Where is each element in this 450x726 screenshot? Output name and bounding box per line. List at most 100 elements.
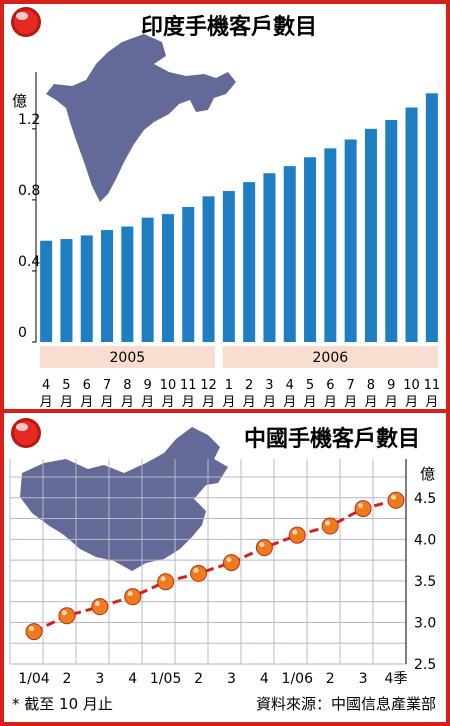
year-label: 2005: [110, 350, 146, 366]
data-point: [255, 539, 273, 557]
china-chart-panel: 中國手機客戶數目 億 2.5 3.0 3.5 4.0 4.5 1/04 2 3 4 1/05 2 3 4…: [4, 413, 446, 722]
grid: [9, 459, 407, 665]
data-point-highlight: [292, 529, 298, 535]
data-point: [91, 598, 109, 616]
y-tick-label: 0: [18, 325, 27, 341]
bar: [60, 238, 73, 342]
x-tick-unit: 月: [40, 395, 53, 409]
x-tick-unit: 月: [60, 395, 73, 409]
x-tick-label: 4: [286, 378, 294, 393]
x-tick-unit: 月: [324, 395, 337, 409]
bar: [364, 128, 377, 342]
x-tick-label: 4: [128, 671, 137, 687]
bar: [141, 217, 154, 342]
y-tick-label: 4.0: [414, 532, 436, 548]
x-tick-unit: 月: [385, 395, 398, 409]
data-point: [288, 526, 306, 544]
line-series: [25, 491, 405, 641]
data-point-highlight: [160, 576, 166, 582]
india-bar-chart: 印度手機客戶數目 億00.40.81.2 2005 2006 4月5月6月7月8月…: [11, 7, 440, 410]
y-unit-label: 億: [420, 465, 435, 483]
x-tick-label: 7: [103, 378, 111, 393]
x-axis-labels: 1/04 2 3 4 1/05 2 3 4 1/06 2 3 4季: [18, 671, 407, 687]
x-tick-label: 7: [347, 378, 355, 393]
india-map-icon: [46, 34, 236, 202]
year-label: 2006: [313, 350, 349, 366]
year-bands: 2005 2006: [40, 346, 438, 368]
y-tick-label: 4.5: [414, 491, 436, 507]
x-tick-label: 6: [326, 378, 334, 393]
x-tick-label: 11: [180, 378, 197, 393]
bar: [385, 119, 398, 342]
data-point: [387, 491, 405, 509]
bar: [182, 207, 195, 342]
x-tick-unit: 月: [263, 395, 276, 409]
x-tick-label: 5: [62, 378, 70, 393]
bar: [304, 157, 317, 342]
x-tick-label: 3: [227, 671, 236, 687]
y-tick-label: 0.4: [18, 254, 40, 270]
x-tick-unit: 月: [425, 395, 438, 409]
x-tick-label: 3: [265, 378, 273, 393]
x-tick-label: 8: [367, 378, 375, 393]
data-point-highlight: [358, 503, 364, 509]
bar: [161, 214, 174, 342]
x-tick-label: 10: [160, 378, 177, 393]
x-tick-unit: 月: [121, 395, 134, 409]
data-point: [124, 588, 142, 606]
chart-title: 中國手機客戶數目: [244, 426, 420, 452]
y-tick-label: 2.5: [414, 657, 436, 673]
bar: [40, 240, 53, 342]
y-unit-label: 億: [12, 92, 27, 110]
x-tick-unit: 月: [344, 395, 357, 409]
x-tick-label: 2: [326, 671, 335, 687]
x-tick-unit: 月: [141, 395, 154, 409]
bar-group: [40, 93, 438, 343]
data-point: [190, 564, 208, 582]
x-tick-label: 12: [200, 378, 217, 393]
footnote: * 截至 10 月止: [12, 695, 113, 713]
data-point-highlight: [391, 494, 396, 500]
y-tick-label: 3.5: [414, 574, 436, 590]
bar: [80, 235, 93, 342]
bar: [101, 230, 114, 342]
x-tick-unit: 月: [283, 395, 296, 409]
data-point-highlight: [259, 542, 265, 548]
data-point: [58, 607, 76, 625]
x-tick-label: 10: [403, 378, 420, 393]
x-tick-label: 2: [194, 671, 203, 687]
data-point: [321, 517, 339, 535]
bar: [283, 166, 296, 342]
x-tick-unit: 月: [202, 395, 215, 409]
year-band: [222, 346, 438, 368]
x-tick-label: 9: [387, 378, 395, 393]
data-point-highlight: [127, 591, 133, 597]
data-point: [354, 500, 372, 518]
x-tick-unit: 月: [243, 395, 256, 409]
bar: [324, 148, 337, 342]
x-tick-unit: 月: [80, 395, 93, 409]
x-tick-label: 2: [245, 378, 253, 393]
year-band: [40, 346, 215, 368]
data-point-highlight: [94, 601, 100, 607]
y-tick-label: 3.0: [414, 615, 436, 631]
bar: [405, 107, 418, 343]
china-map-icon: [20, 427, 228, 571]
red-bullet-icon: [11, 7, 41, 37]
x-tick-unit: 月: [161, 395, 174, 409]
x-tick-label: 1/04: [18, 671, 50, 687]
bar: [121, 226, 134, 342]
bar: [222, 191, 235, 342]
data-point-highlight: [61, 610, 67, 616]
bar: [263, 173, 276, 342]
x-tick-unit: 月: [101, 395, 114, 409]
x-tick-label: 3: [359, 671, 368, 687]
y-axis: 億 0 0.4 0.8 1.2: [12, 72, 40, 343]
data-point-highlight: [226, 557, 232, 563]
red-bullet-icon: [11, 418, 41, 448]
x-tick-label: 4季: [385, 671, 408, 687]
bar: [344, 139, 357, 342]
x-tick-unit: 月: [364, 395, 377, 409]
y-tick-label: 0.8: [18, 183, 40, 199]
y-axis: 億 2.5 3.0 3.5 4.0 4.5: [405, 459, 436, 673]
